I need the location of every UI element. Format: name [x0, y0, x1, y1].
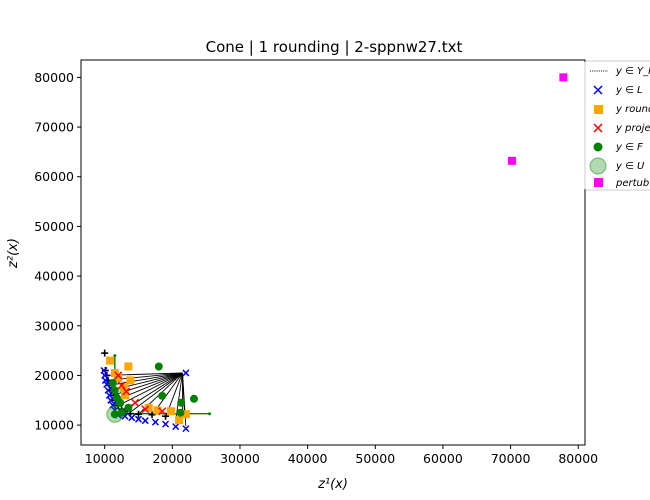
l-point: [103, 380, 111, 388]
f-point: [154, 362, 163, 371]
chart-title: Cone | 1 rounding | 2-sppnw27.txt: [206, 38, 463, 56]
u-point: [106, 405, 124, 423]
l-point: [162, 420, 170, 428]
legend-marker-projection: [593, 123, 603, 133]
legend-label: y round: [615, 104, 650, 115]
f-point: [158, 391, 167, 400]
f-point: [116, 398, 125, 407]
legend: y ∈ Y_N y ∈ L y round y proje y ∈ F y ∈ …: [584, 60, 650, 191]
cone-segment: [108, 372, 183, 386]
projection-point: [122, 387, 131, 396]
f-point: [117, 408, 126, 417]
plot-frame: [80, 59, 586, 446]
l-point: [182, 369, 190, 377]
legend-entry-f: y ∈ F: [615, 142, 643, 153]
y-tick-label: 50000: [34, 219, 74, 234]
l-point: [105, 391, 113, 399]
yn-point: [148, 411, 156, 419]
y-tick-label: 20000: [34, 368, 74, 383]
yn-point: [101, 349, 109, 357]
legend-label: y ∈ Y_N: [615, 66, 650, 77]
y-tick-label: 10000: [34, 418, 74, 433]
f-point: [110, 386, 119, 395]
projection-point: [131, 398, 140, 407]
x-axis-label: z¹(x): [317, 477, 348, 492]
projection-point: [117, 381, 126, 390]
f-point: [124, 403, 133, 412]
projection-point: [141, 405, 150, 414]
legend-marker-l: [593, 85, 603, 95]
y-tick-label: 30000: [34, 318, 74, 333]
rounding-point: [124, 362, 133, 371]
rounding-point: [181, 410, 190, 419]
legend-entry-yn: y ∈ Y_N: [590, 66, 650, 77]
legend-label: y ∈ F: [615, 142, 643, 153]
legend-label: y ∈ U: [615, 161, 645, 172]
y-axis-label: z²(x): [6, 238, 21, 269]
y-tick-label: 60000: [34, 169, 74, 184]
projection-point: [158, 407, 167, 416]
cone-segment: [118, 372, 183, 406]
plot-area: [100, 73, 568, 433]
series-markers: [100, 73, 568, 433]
l-point: [134, 415, 143, 423]
legend-entry-projection: y proje: [615, 123, 650, 134]
l-point: [182, 425, 190, 433]
f-point: [108, 378, 117, 387]
l-point: [104, 386, 112, 394]
rounding-point: [175, 416, 184, 425]
f-point: [189, 394, 198, 403]
l-point: [101, 376, 109, 384]
legend-label: y proje: [615, 123, 650, 134]
x-tick-label: 40000: [288, 451, 328, 466]
x-tick-label: 60000: [423, 451, 463, 466]
l-point: [141, 417, 149, 425]
rounding-point: [153, 406, 162, 415]
yn-point: [135, 410, 143, 418]
legend-marker-u: [589, 157, 607, 175]
x-tick-label: 30000: [220, 451, 260, 466]
y-axis-ticks: 10000 20000 30000 40000 50000 60000 70000 80000: [34, 70, 81, 433]
green-line-point: [208, 412, 212, 416]
f-point: [177, 398, 186, 407]
y-tick-label: 80000: [34, 70, 74, 85]
rounding-point: [126, 376, 135, 385]
x-tick-label: 20000: [152, 451, 192, 466]
l-point: [128, 414, 136, 422]
legend-marker-rounding: [594, 105, 603, 114]
legend-label: y ∈ L: [615, 85, 643, 96]
projection-point: [114, 371, 123, 380]
perturbed-point: [507, 156, 516, 165]
perturbed-point: [559, 73, 568, 82]
f-point: [110, 410, 119, 419]
rounding-point: [106, 356, 115, 365]
legend-entry-u: y ∈ U: [615, 161, 645, 172]
x-tick-label: 10000: [85, 451, 125, 466]
legend-entry-perturbed: pertub: [615, 178, 649, 189]
cone-segment: [128, 372, 183, 415]
legend-marker-perturbed: [594, 178, 603, 187]
rounding-point: [166, 407, 175, 416]
l-point: [151, 418, 159, 426]
legend-entry-l: y ∈ L: [615, 85, 643, 96]
x-tick-label: 50000: [355, 451, 395, 466]
legend-marker-f: [593, 142, 603, 152]
rounding-point: [120, 391, 129, 400]
y-tick-label: 70000: [34, 120, 74, 135]
legend-entry-rounding: y round: [615, 104, 650, 115]
f-point: [176, 408, 185, 417]
rounding-point: [114, 373, 123, 382]
rounding-point: [144, 403, 153, 412]
x-tick-label: 70000: [491, 451, 531, 466]
legend-label: pertub: [615, 178, 649, 189]
l-point: [107, 396, 115, 404]
y-tick-label: 40000: [34, 269, 74, 284]
l-point: [172, 423, 180, 431]
x-axis-ticks: 10000 20000 30000 40000 50000 60000 70000 80000: [85, 445, 598, 466]
x-tick-label: 80000: [558, 451, 598, 466]
green-line-point: [113, 354, 117, 358]
